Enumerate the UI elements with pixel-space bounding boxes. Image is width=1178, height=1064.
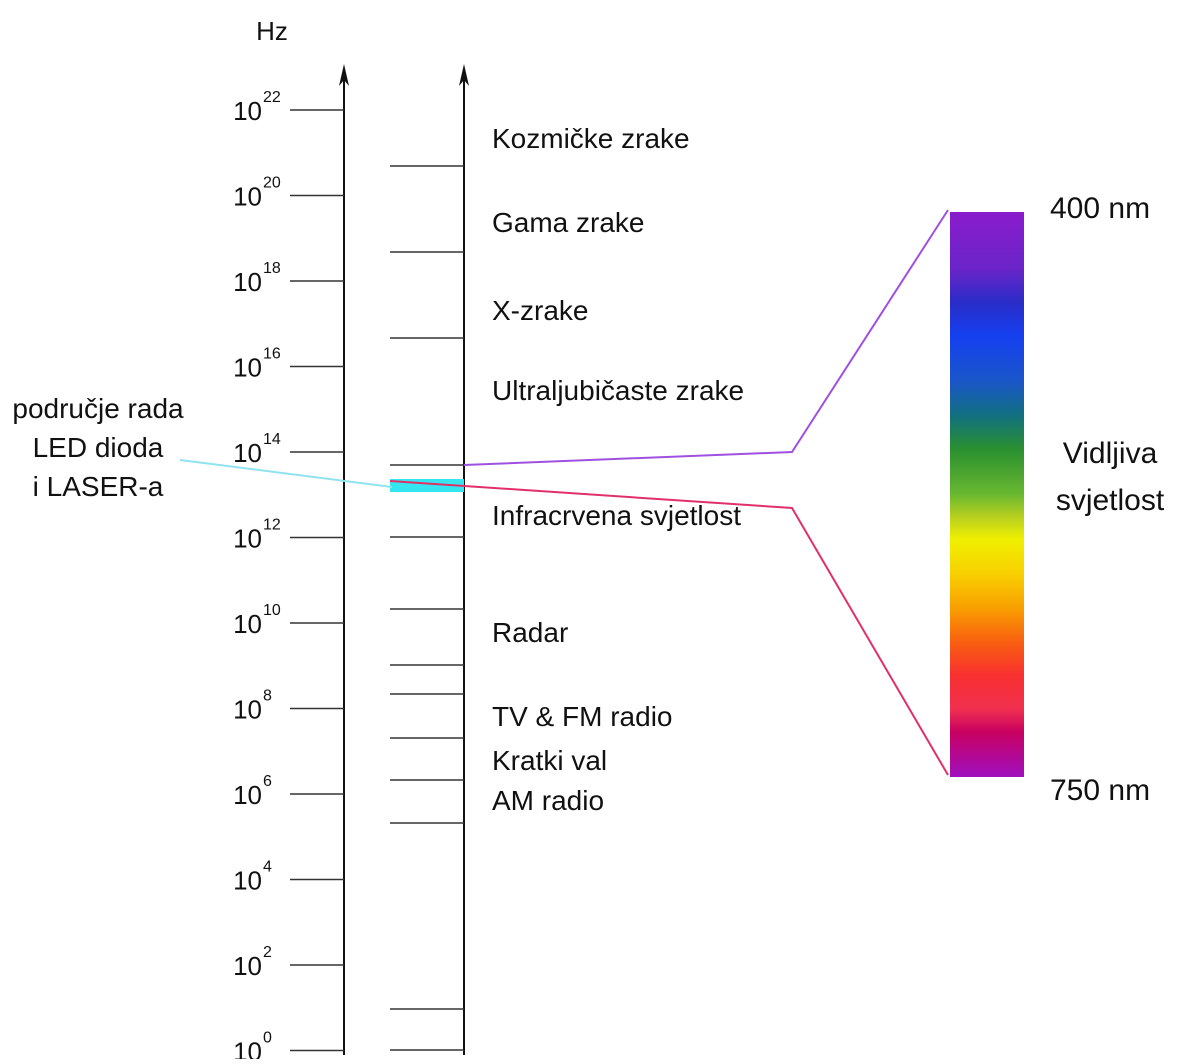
tick-exponent: 14 — [263, 431, 281, 448]
tick-base: 10 — [233, 438, 262, 468]
violet-connector — [463, 209, 949, 466]
tick-base: 10 — [233, 267, 262, 297]
band-boundaries — [390, 165, 464, 1051]
tick-base: 10 — [233, 780, 262, 810]
tick-exponent: 16 — [263, 346, 281, 363]
tick-base: 10 — [233, 695, 262, 725]
tick-exponent: 12 — [263, 517, 281, 534]
visible-label: svjetlost — [1056, 484, 1165, 517]
band-label: TV & FM radio — [492, 701, 672, 732]
tick-base: 10 — [233, 182, 262, 212]
tick-exponent: 20 — [263, 175, 281, 192]
band-label: Kratki val — [492, 745, 607, 776]
tick-exponent: 0 — [263, 1030, 272, 1047]
arrow-head — [339, 64, 349, 86]
led-label: i LASER-a — [33, 471, 164, 502]
tick-exponent: 4 — [263, 859, 272, 876]
visible-spectrum — [950, 212, 1024, 777]
visible-label: Vidljiva — [1063, 437, 1158, 470]
tick-base: 10 — [233, 524, 262, 554]
axis-unit: Hz — [256, 16, 288, 46]
led-pointer — [179, 459, 393, 488]
tick-base: 10 — [233, 1037, 262, 1060]
wavelength-top: 400 nm — [1050, 192, 1150, 225]
tick-base: 10 — [233, 609, 262, 639]
band-label: Ultraljubičaste zrake — [492, 375, 744, 406]
tick-base: 10 — [233, 96, 262, 126]
band-label: Radar — [492, 617, 568, 648]
tick-base: 10 — [233, 951, 262, 981]
band-label: Gama zrake — [492, 207, 645, 238]
tick-exponent: 10 — [263, 602, 281, 619]
arrow-head — [459, 64, 469, 86]
band-label: Infracrvena svjetlost — [492, 500, 741, 531]
red-connector — [389, 480, 949, 776]
band-label: AM radio — [492, 785, 604, 816]
band-label: X-zrake — [492, 295, 588, 326]
led-label: područje rada — [12, 393, 184, 424]
tick-base: 10 — [233, 353, 262, 383]
tick-base: 10 — [233, 866, 262, 896]
led-label: LED dioda — [33, 432, 164, 463]
band-label: Kozmičke zrake — [492, 123, 690, 154]
wavelength-bottom: 750 nm — [1050, 774, 1150, 807]
tick-exponent: 2 — [263, 944, 272, 961]
tick-exponent: 18 — [263, 260, 281, 277]
tick-exponent: 6 — [263, 773, 272, 790]
tick-exponent: 22 — [263, 89, 281, 106]
tick-exponent: 8 — [263, 688, 272, 705]
